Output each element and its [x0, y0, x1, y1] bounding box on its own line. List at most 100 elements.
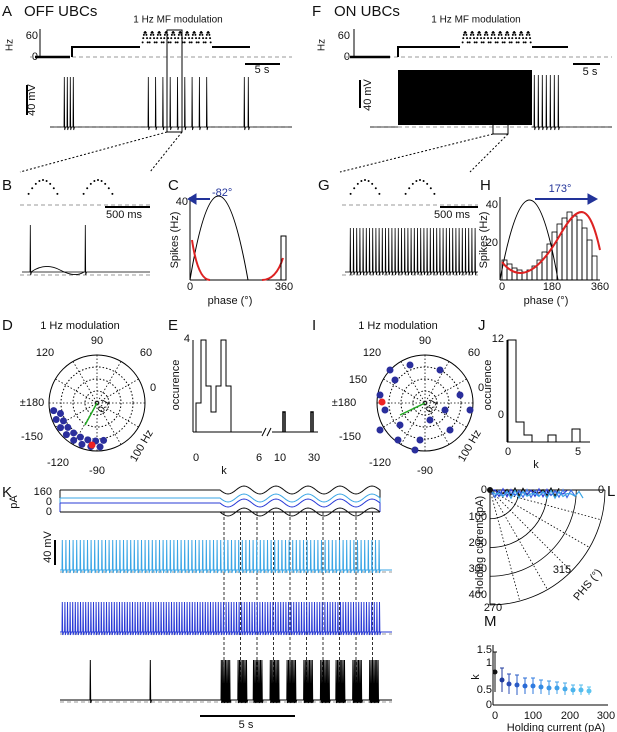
- stim-dot: [517, 41, 520, 44]
- stim-dot: [186, 31, 189, 34]
- line: [266, 427, 272, 437]
- stim-dot: [184, 33, 187, 36]
- dot: [76, 433, 84, 441]
- dot: [64, 423, 72, 431]
- dot: [394, 436, 402, 444]
- tick: 100: [524, 710, 542, 722]
- dot: [446, 426, 454, 434]
- dot: [70, 436, 78, 444]
- stim-dot: [193, 31, 196, 34]
- scale-label: 40 mV: [362, 78, 374, 110]
- stim-dot: [529, 41, 532, 44]
- scale-label: 5 s: [583, 66, 598, 78]
- stim-dot: [148, 41, 151, 44]
- tick: 12: [492, 333, 504, 345]
- stim-dot: [522, 41, 525, 44]
- dot: [84, 436, 92, 444]
- axis-label: k: [533, 459, 539, 471]
- axis-label: occurence: [170, 360, 182, 411]
- panel-title: 1 Hz modulation: [40, 320, 120, 332]
- dot: [78, 440, 86, 448]
- stim-dot: [151, 31, 154, 34]
- stim-trace: [60, 507, 381, 517]
- stim-dot: [27, 192, 30, 195]
- panel-label: M: [484, 613, 497, 630]
- stim-dot: [56, 192, 59, 195]
- scale-label: 5 s: [239, 719, 254, 731]
- stim-dot: [422, 179, 425, 182]
- dot: [522, 683, 528, 689]
- tick: 6: [256, 452, 262, 464]
- stim-dot: [466, 41, 469, 44]
- spike-block: [398, 70, 532, 125]
- stim-dot: [172, 31, 175, 34]
- stim-dot: [518, 33, 521, 36]
- stim-dot: [160, 41, 163, 44]
- stim-dot: [169, 41, 172, 44]
- stim-dot: [170, 37, 173, 40]
- stim-dot: [42, 179, 44, 181]
- stim-dot: [371, 182, 374, 185]
- stim-dot: [45, 179, 48, 182]
- stim-dot: [411, 182, 414, 185]
- angle: -120: [47, 457, 69, 469]
- axis-label: Hz: [5, 39, 16, 51]
- tick: 0: [32, 51, 38, 63]
- stim-dot: [146, 37, 149, 40]
- angle: ±180: [332, 397, 356, 409]
- stim-dot: [184, 37, 187, 40]
- stim-dot: [518, 37, 521, 40]
- scale-label: 500 ms: [106, 209, 143, 221]
- histogram: [195, 339, 232, 432]
- angle: 0: [478, 382, 484, 394]
- ring: [489, 489, 577, 577]
- line: [19, 131, 168, 173]
- stim-dot: [349, 192, 352, 195]
- polar-ring: [72, 378, 122, 428]
- stim-dot: [204, 41, 207, 44]
- line: [489, 489, 521, 602]
- tick: 300: [469, 563, 487, 575]
- dot: [396, 421, 404, 429]
- line: [489, 489, 548, 590]
- stim-dot: [479, 33, 482, 36]
- stim-dot: [200, 31, 203, 34]
- dot: [88, 441, 96, 449]
- dot: [570, 687, 576, 693]
- stim-dot: [156, 33, 159, 36]
- axis-label: pA: [8, 495, 20, 509]
- stim-dot: [507, 33, 510, 36]
- trajectory: [489, 489, 584, 500]
- dot: [562, 686, 568, 692]
- stim-dot: [475, 41, 478, 44]
- stim-dot: [195, 37, 198, 40]
- line: [149, 131, 183, 173]
- stim-dot: [511, 33, 514, 36]
- stim-dot: [145, 33, 148, 36]
- dot: [62, 431, 70, 439]
- stim-dot: [464, 31, 467, 34]
- stim-dot: [111, 192, 114, 195]
- stim-dot: [209, 41, 212, 44]
- stim-dot: [160, 37, 163, 40]
- fit-curve: [499, 199, 559, 281]
- tick: 200: [469, 537, 487, 549]
- panel-title: OFF UBCs: [24, 3, 97, 20]
- dot: [376, 426, 384, 434]
- stim-dot: [198, 37, 201, 40]
- angle: 0: [150, 382, 156, 394]
- stim-dot: [188, 41, 191, 44]
- stim-dot: [202, 41, 205, 44]
- stim-dot: [93, 179, 96, 182]
- scale-label: 40 mV: [26, 83, 38, 115]
- stim-dot: [404, 192, 407, 195]
- dot: [57, 424, 65, 432]
- stim-dot: [426, 182, 429, 185]
- stim-dot: [107, 187, 110, 190]
- tick: 5: [575, 446, 581, 458]
- tick: 40: [176, 196, 188, 208]
- stim-dot: [208, 33, 211, 36]
- panel-label: D: [2, 317, 13, 334]
- tick: 400: [469, 589, 487, 601]
- trace: [50, 76, 292, 131]
